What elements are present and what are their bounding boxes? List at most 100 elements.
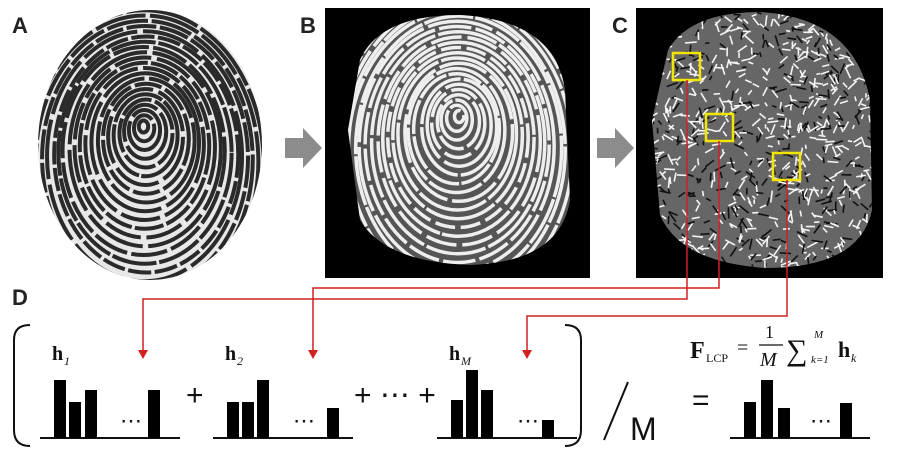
texture-stroke: [839, 97, 846, 98]
texture-stroke: [698, 158, 699, 165]
hist-label: h: [52, 343, 63, 365]
hist-bar: [242, 402, 254, 438]
texture-stroke: [816, 74, 820, 75]
texture-stroke: [809, 137, 816, 138]
division-slash: [604, 382, 628, 440]
texture-stroke: [697, 179, 698, 183]
texture-stroke: [767, 238, 768, 248]
hist-subscript: M: [460, 354, 472, 368]
texture-stroke: [791, 263, 798, 264]
formula-lhs: F: [690, 338, 705, 364]
texture-stroke: [755, 261, 762, 262]
hist-bar: [761, 380, 773, 438]
texture-stroke: [710, 173, 711, 181]
bracket-left: [14, 325, 30, 446]
texture-stroke: [815, 83, 823, 84]
texture-stroke: [788, 130, 789, 135]
texture-stroke: [703, 191, 704, 196]
texture-stroke: [719, 49, 725, 50]
panel-label: B: [300, 13, 316, 38]
texture-stroke: [791, 136, 795, 137]
panel-label: A: [12, 13, 28, 38]
texture-stroke: [816, 139, 828, 140]
texture-stroke: [741, 32, 742, 39]
texture-stroke: [779, 14, 780, 19]
texture-stroke: [747, 228, 756, 229]
texture-stroke: [828, 115, 829, 119]
texture-stroke: [781, 258, 782, 262]
texture-stroke: [702, 118, 703, 128]
ellipsis: ⋯: [810, 408, 832, 433]
texture-stroke: [782, 148, 790, 149]
hist-label: h: [225, 343, 236, 365]
hist-bar: [85, 390, 97, 438]
texture-stroke: [685, 42, 697, 43]
texture-stroke: [686, 71, 691, 72]
arrowhead: [308, 350, 318, 359]
texture-stroke: [780, 102, 781, 109]
texture-stroke: [677, 141, 683, 142]
texture-stroke: [827, 38, 828, 49]
texture-stroke: [715, 131, 721, 132]
texture-stroke: [782, 49, 790, 50]
texture-stroke: [680, 115, 690, 116]
texture-stroke: [786, 30, 790, 31]
panel-label: D: [12, 285, 28, 310]
hist-bar: [69, 402, 81, 438]
texture-stroke: [848, 141, 852, 142]
hist-bar: [481, 390, 493, 438]
texture-stroke: [821, 189, 822, 193]
texture-stroke: [823, 157, 824, 163]
formula-sum-lower: k=1: [811, 354, 829, 366]
bracket-right: [565, 325, 581, 446]
texture-stroke: [780, 253, 791, 254]
formula-term-subscript: k: [851, 351, 857, 365]
divisor: M: [630, 411, 657, 447]
hist-bar: [744, 402, 756, 438]
texture-stroke: [828, 161, 839, 162]
texture-stroke: [799, 102, 809, 103]
panel-label: C: [612, 13, 628, 38]
texture-stroke: [768, 118, 773, 119]
formula-sum: ∑: [786, 334, 807, 367]
hist-bar: [327, 408, 339, 438]
hist-bar: [542, 420, 554, 438]
texture-stroke: [816, 99, 827, 100]
arrowhead: [522, 350, 532, 359]
texture-stroke: [664, 169, 675, 170]
hist-label: h: [449, 343, 460, 365]
hist-bar: [54, 380, 66, 438]
texture-stroke: [828, 89, 829, 98]
texture-stroke: [690, 45, 691, 56]
texture-stroke: [818, 48, 819, 59]
texture-stroke: [742, 67, 747, 68]
hist-bar: [257, 380, 269, 438]
hist-bar: [466, 370, 478, 438]
texture-stroke: [834, 210, 835, 214]
texture-stroke: [690, 63, 691, 71]
link-arrowheads: [138, 350, 532, 359]
hist-subscript: 2: [237, 354, 243, 368]
hist-bar: [840, 403, 852, 438]
texture-stroke: [792, 100, 796, 101]
texture-stroke: [828, 210, 837, 211]
texture-stroke: [835, 58, 844, 59]
texture-stroke: [768, 146, 773, 147]
texture-stroke: [843, 205, 844, 213]
hist-subscript: 1: [64, 354, 70, 368]
formula-numerator: 1: [765, 322, 774, 342]
hist-bar: [451, 400, 463, 438]
formula-equals: =: [737, 337, 748, 359]
arrow: [285, 128, 322, 168]
texture-stroke: [731, 106, 732, 112]
arrow: [597, 128, 634, 168]
texture-stroke: [728, 207, 729, 218]
texture-stroke: [795, 157, 796, 166]
hist-bar: [227, 402, 239, 438]
texture-stroke: [677, 175, 687, 176]
texture-stroke: [714, 94, 721, 95]
arrowhead: [138, 350, 148, 359]
plus-ellipsis-plus: + ⋯ +: [354, 379, 436, 412]
hist-bar: [778, 408, 790, 438]
hist-bar: [148, 390, 160, 438]
